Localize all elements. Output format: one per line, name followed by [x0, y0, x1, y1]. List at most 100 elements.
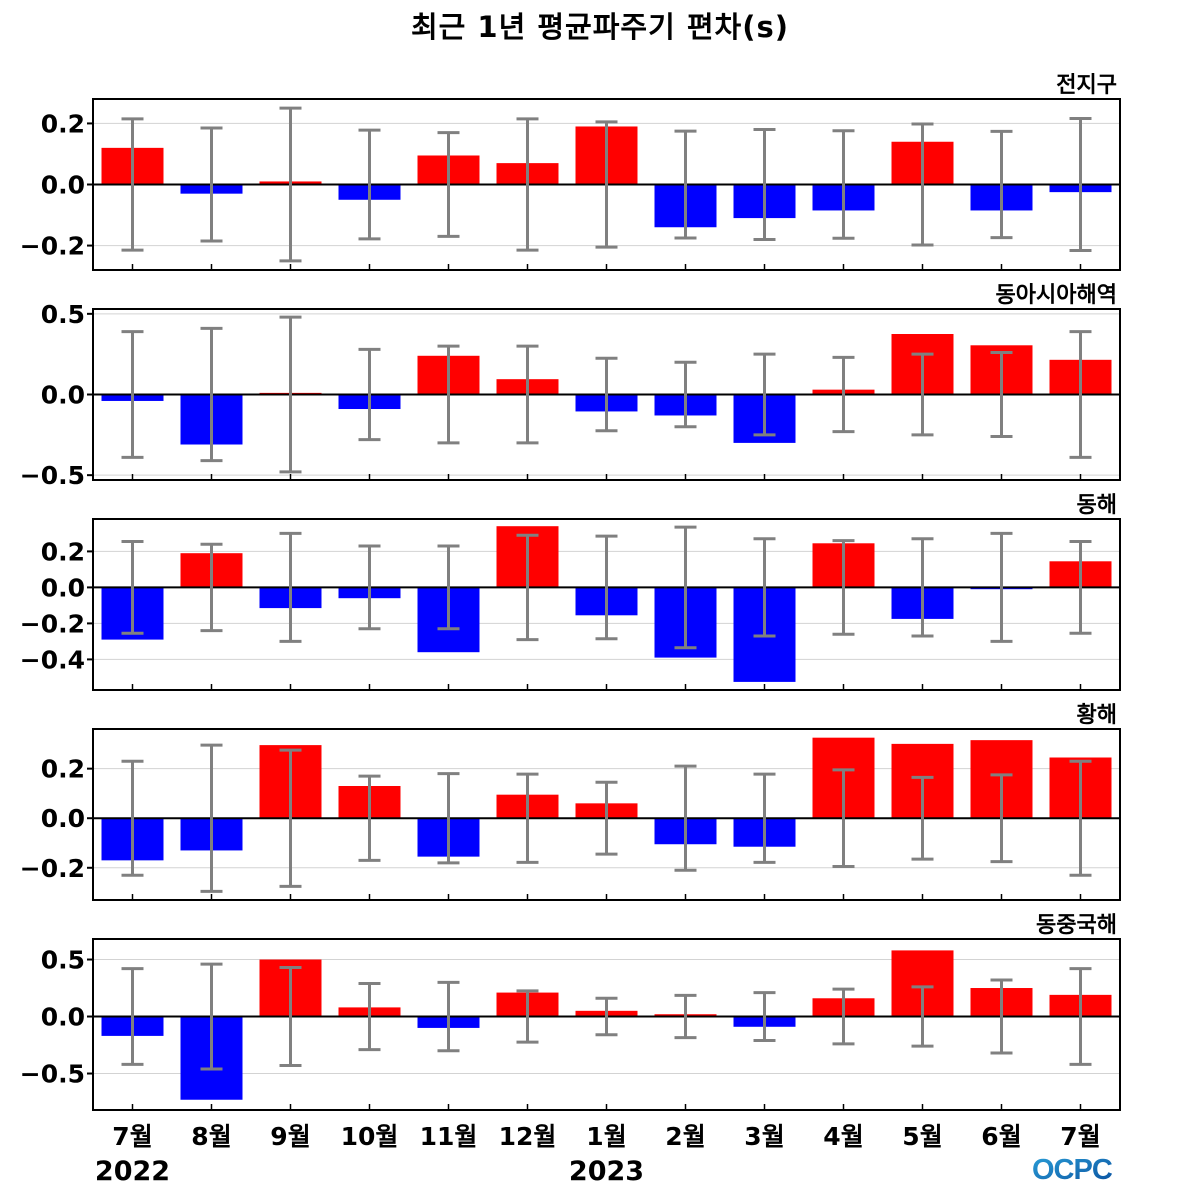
ocpc-logo: OCPC [1032, 1154, 1112, 1186]
error-bar [516, 533, 539, 642]
error-bar [832, 768, 855, 869]
error-bar [753, 352, 776, 437]
error-bar [674, 360, 697, 429]
error-bar [437, 344, 460, 445]
y-tick-label: 0.2 [41, 109, 85, 138]
error-bar [1069, 967, 1092, 1066]
panel-label: 황해 [1077, 703, 1117, 728]
error-bar [358, 128, 381, 241]
error-bar [911, 352, 934, 437]
error-bar [674, 129, 697, 240]
error-bar [753, 537, 776, 638]
panel-2: 0.2 0.0 −0.2 −0.4 동해 [20, 493, 1121, 691]
year-label: 2022 [95, 1156, 170, 1187]
chart-title: 최근 1년 평균파주기 편차(s) [410, 10, 790, 44]
y-tick-label: 0.0 [41, 804, 85, 833]
logo-text: OCPC [1032, 1154, 1112, 1186]
error-bar [200, 743, 223, 893]
x-tick-label: 9월 [270, 1122, 310, 1151]
error-bar [1069, 117, 1092, 252]
panel-label: 동해 [1077, 493, 1117, 518]
error-bar [674, 525, 697, 650]
y-tick-label: 0.5 [41, 300, 85, 329]
error-bar [911, 537, 934, 638]
error-bar [911, 775, 934, 861]
error-bar [279, 966, 302, 1068]
error-bar [279, 531, 302, 643]
x-tick-label: 12월 [499, 1122, 557, 1151]
error-bar [595, 120, 618, 249]
error-bar [200, 542, 223, 633]
x-tick-label: 6월 [981, 1122, 1021, 1151]
error-bar [595, 780, 618, 856]
panel-1: 0.5 0.0 −0.5 동아시아해역 [20, 283, 1121, 490]
x-tick-label: 11월 [420, 1122, 478, 1151]
y-tick-label: 0.2 [41, 755, 85, 784]
panel-0: 0.2 0.0 −0.2 전지구 [20, 73, 1121, 271]
x-tick-label: 10월 [341, 1122, 399, 1151]
error-bar [516, 117, 539, 252]
error-bar [437, 131, 460, 238]
y-tick-label: 0.0 [41, 1003, 85, 1032]
error-bar [358, 347, 381, 442]
error-bar [516, 344, 539, 445]
error-bar [674, 993, 697, 1040]
x-tick-label: 7월 [112, 1122, 152, 1151]
error-bar [753, 991, 776, 1042]
error-bar [990, 351, 1013, 438]
panel-4: 0.5 0.0 −0.5 동중국해 [20, 913, 1121, 1111]
error-bar [121, 330, 144, 459]
error-bar [1069, 540, 1092, 635]
error-bar [200, 326, 223, 463]
y-tick-label: 0.0 [41, 573, 85, 602]
error-bar [437, 980, 460, 1053]
error-bar [437, 544, 460, 631]
error-bar [990, 978, 1013, 1055]
y-tick-label: 0.5 [41, 946, 85, 975]
error-bar [1069, 330, 1092, 459]
x-tick-label: 8월 [191, 1122, 231, 1151]
error-bar [358, 544, 381, 631]
y-tick-label: 0.2 [41, 537, 85, 566]
error-bar [437, 772, 460, 865]
error-bar [832, 539, 855, 636]
error-bar [753, 772, 776, 864]
panel-3: 0.2 0.0 −0.2 황해 [20, 703, 1121, 901]
error-bar [121, 759, 144, 877]
error-bar [200, 126, 223, 243]
error-bar [753, 128, 776, 241]
x-tick-label: 1월 [586, 1122, 626, 1151]
error-bar [121, 117, 144, 252]
y-tick-label: −0.2 [20, 854, 85, 883]
error-bar [990, 773, 1013, 864]
error-bar [358, 774, 381, 862]
error-bar [279, 315, 302, 474]
error-bar [1069, 759, 1092, 877]
x-tick-label: 7월 [1060, 1122, 1100, 1151]
error-bar [911, 122, 934, 247]
error-bar [674, 764, 697, 872]
year-label: 2023 [569, 1156, 644, 1187]
error-bar [121, 540, 144, 635]
error-bar [516, 772, 539, 864]
error-bar [595, 996, 618, 1037]
y-tick-label: 0.0 [41, 381, 85, 410]
panel-label: 전지구 [1056, 73, 1117, 98]
error-bar [832, 129, 855, 240]
panel-label: 동중국해 [1036, 913, 1117, 938]
y-tick-label: −0.5 [20, 1060, 85, 1089]
error-bar [516, 989, 539, 1044]
error-bar [911, 985, 934, 1048]
error-bar [832, 355, 855, 434]
x-tick-label: 4월 [823, 1122, 863, 1151]
error-bar [279, 106, 302, 263]
y-tick-label: −0.5 [20, 461, 85, 490]
error-bar [595, 356, 618, 433]
error-bar [990, 129, 1013, 240]
x-tick-label: 5월 [902, 1122, 942, 1151]
error-bar [121, 967, 144, 1066]
error-bar [595, 534, 618, 641]
error-bar [990, 531, 1013, 643]
error-bar [279, 748, 302, 888]
